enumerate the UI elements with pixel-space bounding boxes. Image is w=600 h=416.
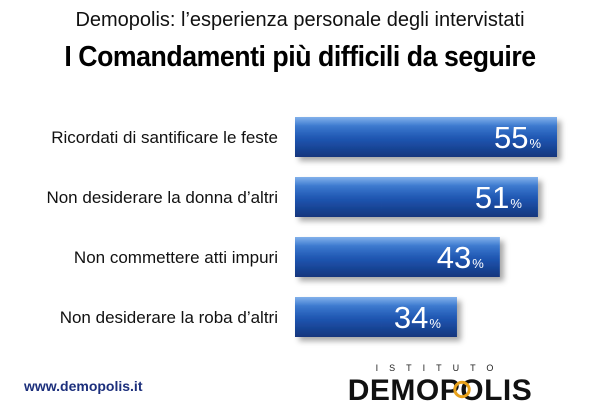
bar-highlight [295,117,557,137]
category-label: Non desiderare la roba d’altri [60,308,278,327]
category-label: Non desiderare la donna d’altri [46,188,278,207]
bar-highlight [295,237,500,257]
svg-text:DEMOPOLIS: DEMOPOLIS [348,374,533,406]
svg-text:ISTITUTO: ISTITUTO [376,363,505,373]
demopolis-logo: ISTITUTO DEMOPOLIS [348,363,533,406]
value-label: 43% [437,240,484,275]
category-label: Non commettere atti impuri [74,248,278,267]
chart-title: I Comandamenti più difficili da seguire [64,41,536,73]
bar-highlight [295,297,457,317]
category-label: Ricordati di santificare le feste [51,128,278,147]
value-label: 55% [494,120,541,155]
value-label: 51% [475,180,522,215]
chart-subtitle: Demopolis: l’esperienza personale degli … [75,9,525,31]
value-label: 34% [394,300,441,335]
bar-highlight [295,177,538,197]
website-link[interactable]: www.demopolis.it [24,378,143,394]
bar-chart: Ricordati di santificare le feste 55% Non … [46,117,557,337]
